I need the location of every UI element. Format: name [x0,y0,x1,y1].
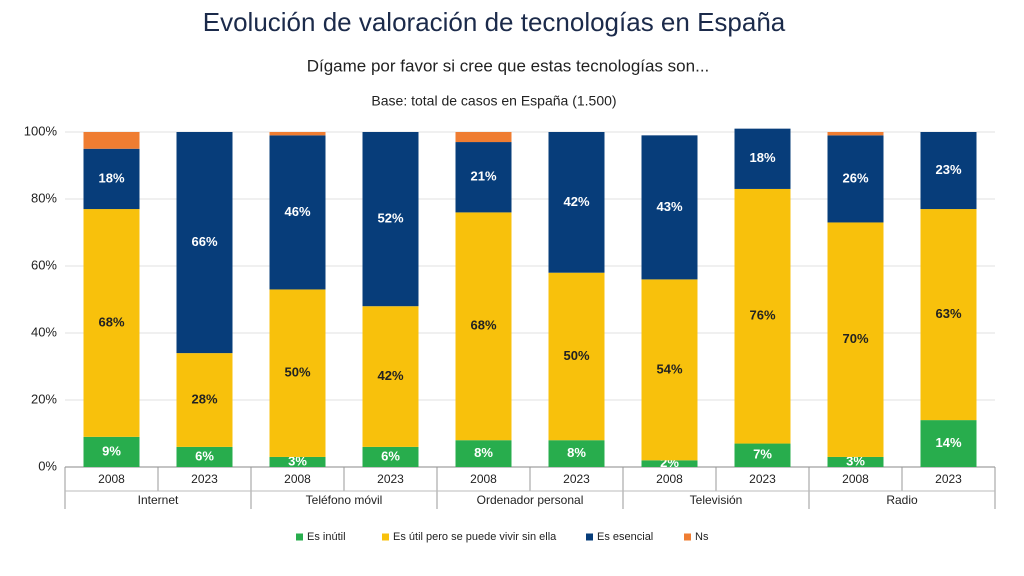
y-tick-label: 0% [38,458,57,473]
bar-segment [827,135,884,223]
legend-label: Es útil pero se puede vivir sin ella [393,531,557,543]
bar-segment [83,209,140,437]
bar-segment [455,142,512,213]
data-label: 63% [935,306,961,321]
bar-segment [827,222,884,457]
data-label: 7% [753,447,772,462]
data-label: 6% [381,448,400,463]
bar-segment [920,132,977,210]
group-label: Televisión [690,493,743,507]
bar-segment [548,132,605,273]
bar-segment [362,132,419,307]
data-label: 42% [563,194,589,209]
legend-swatch [684,533,691,541]
x-tick-label: 2008 [656,472,683,486]
bar-segment [827,456,884,467]
y-tick-label: 20% [31,391,57,406]
x-tick-label: 2023 [935,472,962,486]
data-label: 68% [470,318,496,333]
x-tick-label: 2023 [377,472,404,486]
x-tick-label: 2023 [563,472,590,486]
data-label: 68% [98,314,124,329]
bar-segment [83,436,140,467]
data-label: 3% [288,453,307,468]
data-label: 70% [842,331,868,346]
group-label: Internet [138,493,179,507]
x-tick-label: 2008 [470,472,497,486]
legend-swatch [586,533,593,541]
y-tick-label: 60% [31,257,57,272]
data-label: 28% [191,391,217,406]
bar-segment [641,279,698,461]
data-label: 50% [563,348,589,363]
bar-segment [269,456,326,467]
y-tick-label: 40% [31,324,57,339]
bar-segment [920,209,977,421]
bar-segment [641,135,698,280]
data-label: 21% [470,169,496,184]
bar-segment [83,132,140,149]
bar-segment [176,353,233,447]
legend-swatch [296,533,303,541]
x-tick-label: 2008 [98,472,125,486]
bar-segment [362,306,419,447]
group-label: Radio [886,493,918,507]
bar-segment [269,289,326,457]
data-label: 3% [846,453,865,468]
data-label: 52% [377,211,403,226]
data-label: 9% [102,443,121,458]
legend-label: Es inútil [307,531,346,543]
bar-segment [455,440,512,467]
data-label: 18% [749,150,775,165]
data-label: 54% [656,361,682,376]
data-label: 76% [749,308,775,323]
bar-segment [734,128,791,189]
y-tick-label: 100% [24,123,58,138]
data-label: 6% [195,448,214,463]
data-label: 18% [98,170,124,185]
data-label: 8% [567,445,586,460]
data-label: 23% [935,162,961,177]
bar-segment [83,148,140,210]
data-label: 8% [474,445,493,460]
bar-segment [455,212,512,441]
bar-segment [920,420,977,467]
x-tick-label: 2023 [191,472,218,486]
legend-label: Ns [695,531,709,543]
data-label: 14% [935,435,961,450]
bar-segment [176,132,233,354]
chart-note: Base: total de casos en España (1.500) [371,93,616,109]
data-label: 66% [191,234,217,249]
data-label: 43% [656,199,682,214]
bar-segment [734,188,791,444]
bar-segment [455,132,512,143]
bar-segment [641,460,698,467]
bar-segment [362,446,419,467]
x-tick-label: 2008 [842,472,869,486]
x-tick-label: 2008 [284,472,311,486]
bar-segment [269,135,326,290]
legend-swatch [382,533,389,541]
bar-segment [269,132,326,136]
bar-segment [734,443,791,467]
data-label: 50% [284,365,310,380]
data-label: 26% [842,170,868,185]
bar-segment [548,272,605,441]
group-label: Teléfono móvil [306,493,383,507]
x-tick-label: 2023 [749,472,776,486]
data-label: 42% [377,368,403,383]
y-tick-label: 80% [31,190,57,205]
chart-subtitle: Dígame por favor si cree que estas tecno… [307,56,710,75]
bar-segment [548,440,605,467]
bar-segment [176,446,233,467]
group-label: Ordenador personal [477,493,584,507]
legend-label: Es esencial [597,531,653,543]
chart-title: Evolución de valoración de tecnologías e… [203,7,786,37]
data-label: 46% [284,204,310,219]
bar-segment [827,132,884,136]
